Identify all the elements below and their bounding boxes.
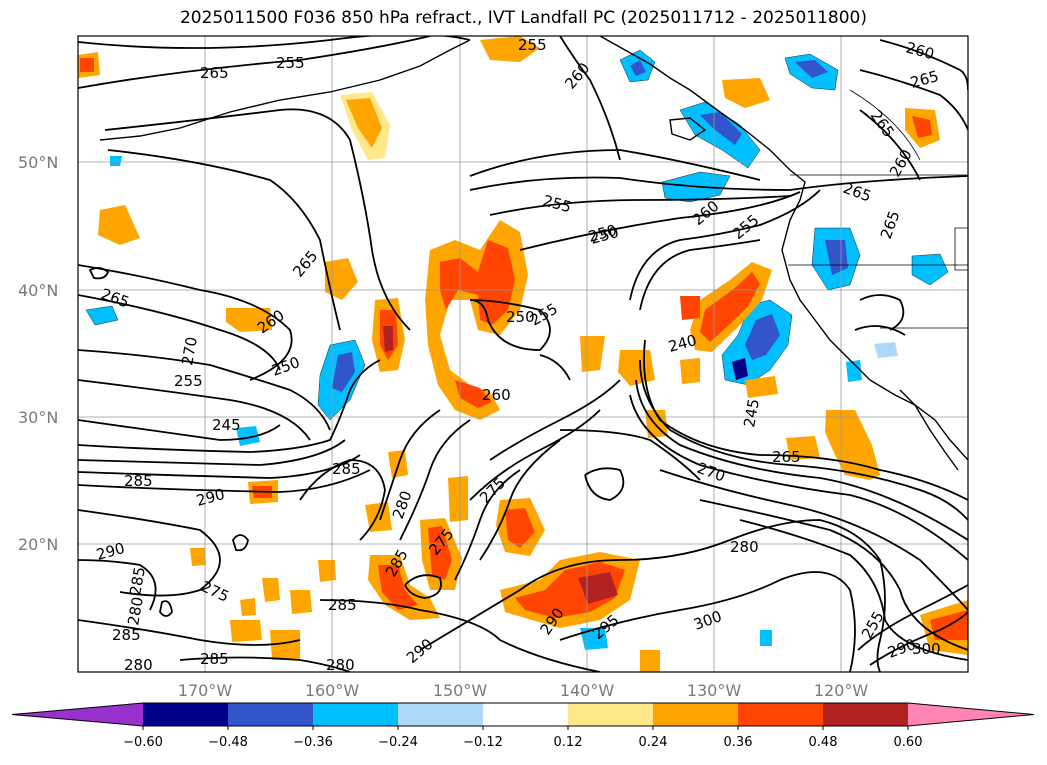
contour-label: 265	[772, 448, 801, 466]
contour-label: 285	[328, 596, 357, 614]
longitude-labels: 170°W 160°W 150°W 140°W 130°W 120°W	[178, 681, 869, 700]
lon-label: 150°W	[433, 681, 488, 700]
contour-label: 280	[326, 656, 355, 674]
coastlines	[99, 36, 968, 471]
contour-label: 285	[332, 460, 361, 478]
colorbar-tick-label: −0.60	[123, 735, 163, 750]
colorbar-segment	[823, 703, 908, 726]
contour-label: 285	[112, 626, 141, 644]
colorbar-tick-label: 0.24	[639, 735, 668, 750]
contour-label: 270	[178, 335, 201, 366]
contour-label: 265	[200, 64, 229, 82]
lon-label: 120°W	[814, 681, 869, 700]
contour-label: 245	[212, 416, 241, 434]
colorbar-segment	[143, 703, 228, 726]
map-frame	[77, 35, 969, 673]
lat-label: 50°N	[18, 153, 58, 172]
colorbar-segment	[483, 703, 568, 726]
contour-label: 255	[518, 36, 547, 54]
lon-label: 160°W	[305, 681, 360, 700]
colorbar-tick-label: −0.36	[293, 735, 333, 750]
map-area: 265 255 255 260 260 265 265 260 265 255 …	[78, 36, 968, 674]
colorbar-tick-label: −0.12	[463, 735, 503, 750]
colorbar: −0.60 −0.48 −0.36 −0.24 −0.12 0.12 0.24 0.36 0.4…	[11, 702, 1035, 750]
colorbar-tick-label: 0.36	[724, 735, 753, 750]
colorbar-tick-label: 0.48	[809, 735, 838, 750]
map-title: 2025011500 F036 850 hPa refract., IVT La…	[179, 8, 867, 28]
contour-label: 250	[506, 308, 535, 326]
colorbar-tick-label: −0.48	[208, 735, 248, 750]
refractivity-contours	[78, 36, 968, 672]
colorbar-tick-label: −0.24	[378, 735, 418, 750]
lon-label: 170°W	[178, 681, 233, 700]
contour-label: 255	[174, 372, 203, 390]
colorbar-segment	[228, 703, 313, 726]
colorbar-tick-label: 0.12	[554, 735, 583, 750]
colorbar-tick-label: 0.60	[894, 735, 923, 750]
contour-label: 300	[912, 640, 941, 658]
lat-label: 30°N	[18, 408, 58, 427]
colorbar-segment	[908, 703, 1034, 726]
contour-label: 280	[730, 538, 759, 556]
contour-label: 285	[124, 472, 153, 490]
colorbar-segment	[12, 703, 143, 726]
colorbar-segment	[568, 703, 653, 726]
lat-label: 40°N	[18, 281, 58, 300]
contour-label: 280	[124, 656, 153, 674]
lon-label: 130°W	[687, 681, 742, 700]
lon-label: 140°W	[560, 681, 615, 700]
contour-label: 255	[276, 54, 305, 72]
latitude-labels: 50°N 40°N 30°N 20°N	[18, 153, 58, 554]
graticule	[78, 36, 968, 672]
contour-label: 280	[124, 595, 147, 626]
colorbar-segment	[313, 703, 398, 726]
contour-label: 260	[482, 386, 511, 404]
colorbar-segment	[738, 703, 823, 726]
colorbar-segment	[653, 703, 738, 726]
lat-label: 20°N	[18, 535, 58, 554]
contour-label: 245	[740, 397, 763, 428]
colorbar-segment	[398, 703, 483, 726]
contour-label: 285	[126, 565, 149, 596]
negative-shading	[85, 49, 949, 650]
contour-label: 285	[200, 650, 229, 668]
